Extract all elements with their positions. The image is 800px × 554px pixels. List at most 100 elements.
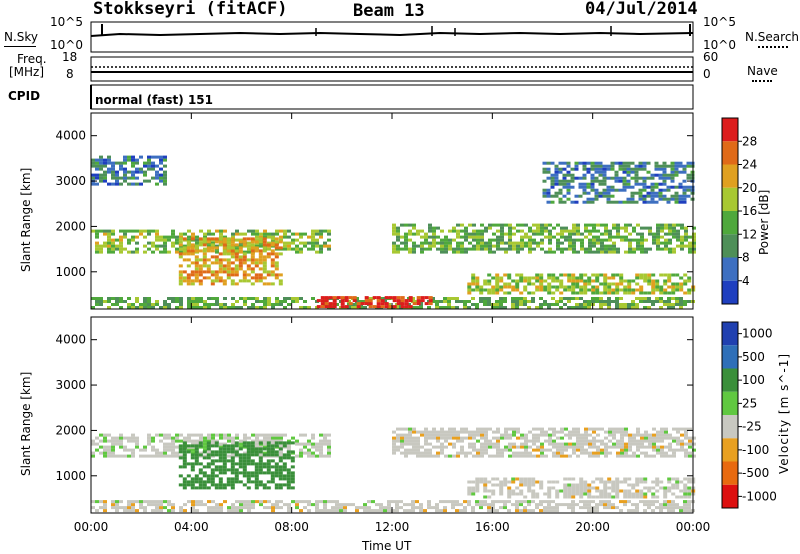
echo-cell xyxy=(559,489,564,493)
power-colorbar-label: Power [dB] xyxy=(757,189,771,255)
echo-cell xyxy=(403,509,407,513)
echo-cell xyxy=(250,267,255,271)
echo-cell xyxy=(456,247,460,251)
echo-cell xyxy=(519,291,524,295)
echo-cell xyxy=(479,297,483,300)
echo-cell xyxy=(511,300,515,303)
echo-cell xyxy=(643,300,647,303)
echo-cell xyxy=(610,185,615,189)
echo-cell xyxy=(492,454,496,458)
echo-cell xyxy=(203,448,207,452)
echo-cell xyxy=(611,480,616,484)
echo-cell xyxy=(123,179,127,183)
echo-cell xyxy=(666,173,671,177)
echo-cell xyxy=(648,442,652,446)
echo-cell xyxy=(219,232,223,236)
echo-cell xyxy=(596,229,600,233)
echo-cell xyxy=(531,480,536,484)
echo-cell xyxy=(207,439,211,443)
echo-cell xyxy=(231,235,235,239)
echo-cell xyxy=(523,300,527,303)
echo-cell xyxy=(472,433,476,437)
echo-cell xyxy=(656,247,660,251)
echo-cell xyxy=(503,477,508,481)
echo-cell xyxy=(448,238,452,242)
echo-cell xyxy=(270,273,275,277)
echo-cell xyxy=(135,297,139,300)
echo-cell xyxy=(611,483,616,487)
echo-cell xyxy=(555,480,560,484)
echo-cell xyxy=(103,436,107,440)
echo-cell xyxy=(688,427,692,431)
echo-cell xyxy=(151,445,155,449)
echo-cell xyxy=(659,273,664,277)
echo-cell xyxy=(656,448,660,452)
echo-cell xyxy=(556,430,560,434)
echo-cell xyxy=(311,445,315,449)
echo-cell xyxy=(575,297,579,300)
echo-cell xyxy=(222,264,227,268)
echo-cell xyxy=(607,306,611,309)
echo-cell xyxy=(95,303,99,306)
echo-cell xyxy=(111,229,115,233)
echo-cell xyxy=(475,303,479,306)
echo-cell xyxy=(95,235,99,239)
echo-cell xyxy=(178,282,183,286)
echo-cell xyxy=(592,223,596,227)
echo-cell xyxy=(436,241,440,245)
echo-cell xyxy=(590,161,595,165)
echo-cell xyxy=(238,261,243,265)
echo-cell xyxy=(659,480,664,484)
echo-cell xyxy=(620,445,624,449)
echo-cell xyxy=(182,246,187,250)
echo-cell xyxy=(404,247,408,251)
echo-cell xyxy=(258,480,263,484)
echo-cell xyxy=(555,303,559,306)
echo-cell xyxy=(431,297,435,300)
echo-cell xyxy=(239,238,243,242)
echo-cell xyxy=(275,433,279,437)
echo-cell xyxy=(664,223,668,227)
echo-cell xyxy=(319,229,323,233)
echo-cell xyxy=(570,185,575,189)
echo-cell xyxy=(367,297,371,300)
echo-cell xyxy=(611,282,616,286)
echo-cell xyxy=(619,279,624,283)
echo-cell xyxy=(267,303,271,306)
echo-cell xyxy=(599,477,604,481)
echo-cell xyxy=(119,238,123,242)
echo-cell xyxy=(283,241,287,245)
echo-cell xyxy=(143,300,147,303)
echo-cell xyxy=(542,191,547,195)
echo-cell xyxy=(147,439,151,443)
echo-cell xyxy=(428,299,433,303)
echo-cell xyxy=(527,282,532,286)
echo-cell xyxy=(456,433,460,437)
echo-cell xyxy=(587,506,591,510)
echo-cell xyxy=(679,506,683,510)
echo-cell xyxy=(420,250,424,254)
echo-cell xyxy=(278,447,283,451)
echo-cell xyxy=(582,185,587,189)
colorbar-tick-label: -1000 xyxy=(742,489,777,503)
echo-cell xyxy=(647,282,652,286)
echo-cell xyxy=(674,197,679,201)
echo-cell xyxy=(640,445,644,449)
echo-cell xyxy=(579,480,584,484)
echo-cell xyxy=(210,282,215,286)
echo-cell xyxy=(155,500,159,504)
echo-cell xyxy=(375,509,379,513)
echo-cell xyxy=(270,264,275,268)
echo-cell xyxy=(668,436,672,440)
echo-cell xyxy=(634,167,639,171)
echo-cell xyxy=(271,303,275,306)
echo-cell xyxy=(95,173,99,177)
echo-cell xyxy=(396,445,400,449)
echo-cell xyxy=(263,297,267,300)
echo-cell xyxy=(262,246,267,250)
echo-cell xyxy=(432,232,436,236)
echo-cell xyxy=(202,261,207,265)
echo-cell xyxy=(527,480,532,484)
echo-cell xyxy=(327,232,331,236)
echo-cell xyxy=(616,229,620,233)
